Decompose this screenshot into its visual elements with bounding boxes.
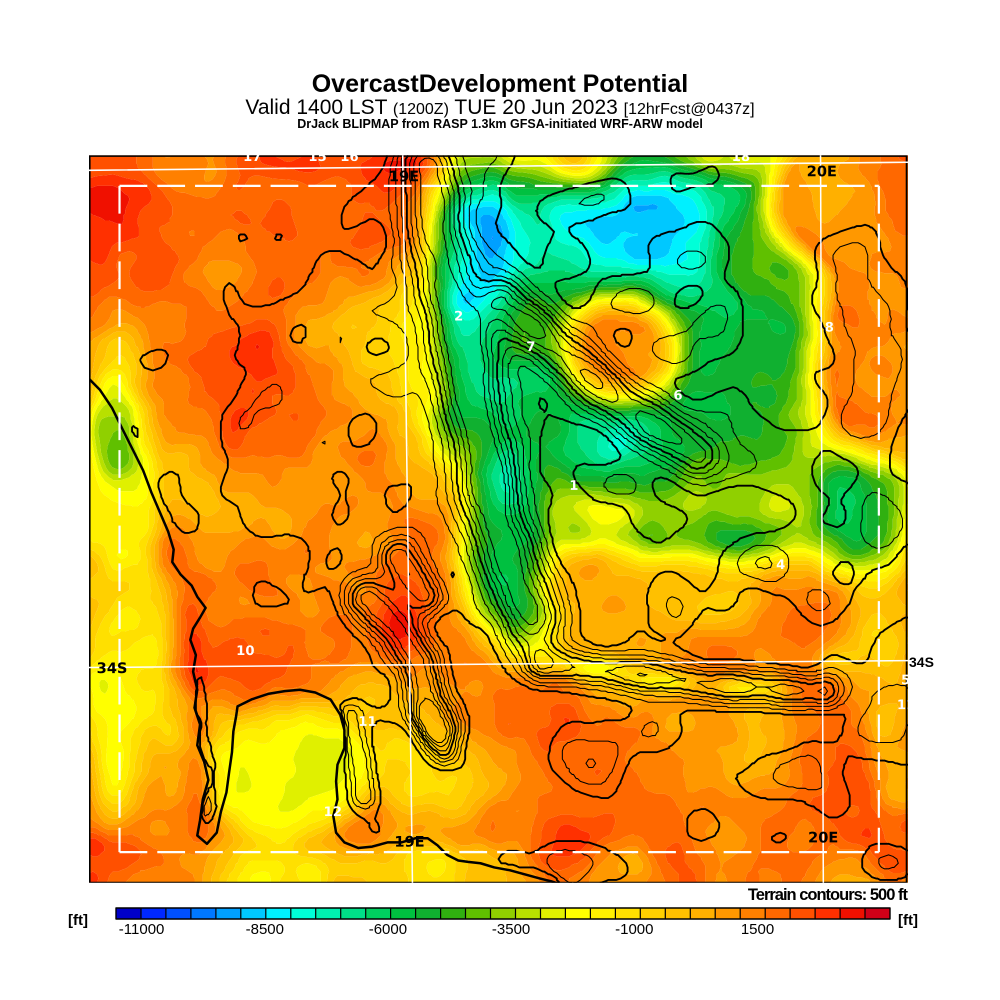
svg-text:[ft]: [ft]: [898, 912, 918, 929]
svg-text:-11000: -11000: [119, 921, 165, 938]
svg-text:1500: 1500: [741, 921, 774, 938]
svg-text:-8500: -8500: [246, 921, 284, 938]
svg-text:-3500: -3500: [492, 921, 530, 938]
svg-text:-1000: -1000: [615, 921, 653, 938]
svg-text:[ft]: [ft]: [68, 912, 88, 929]
svg-text:-6000: -6000: [369, 921, 407, 938]
